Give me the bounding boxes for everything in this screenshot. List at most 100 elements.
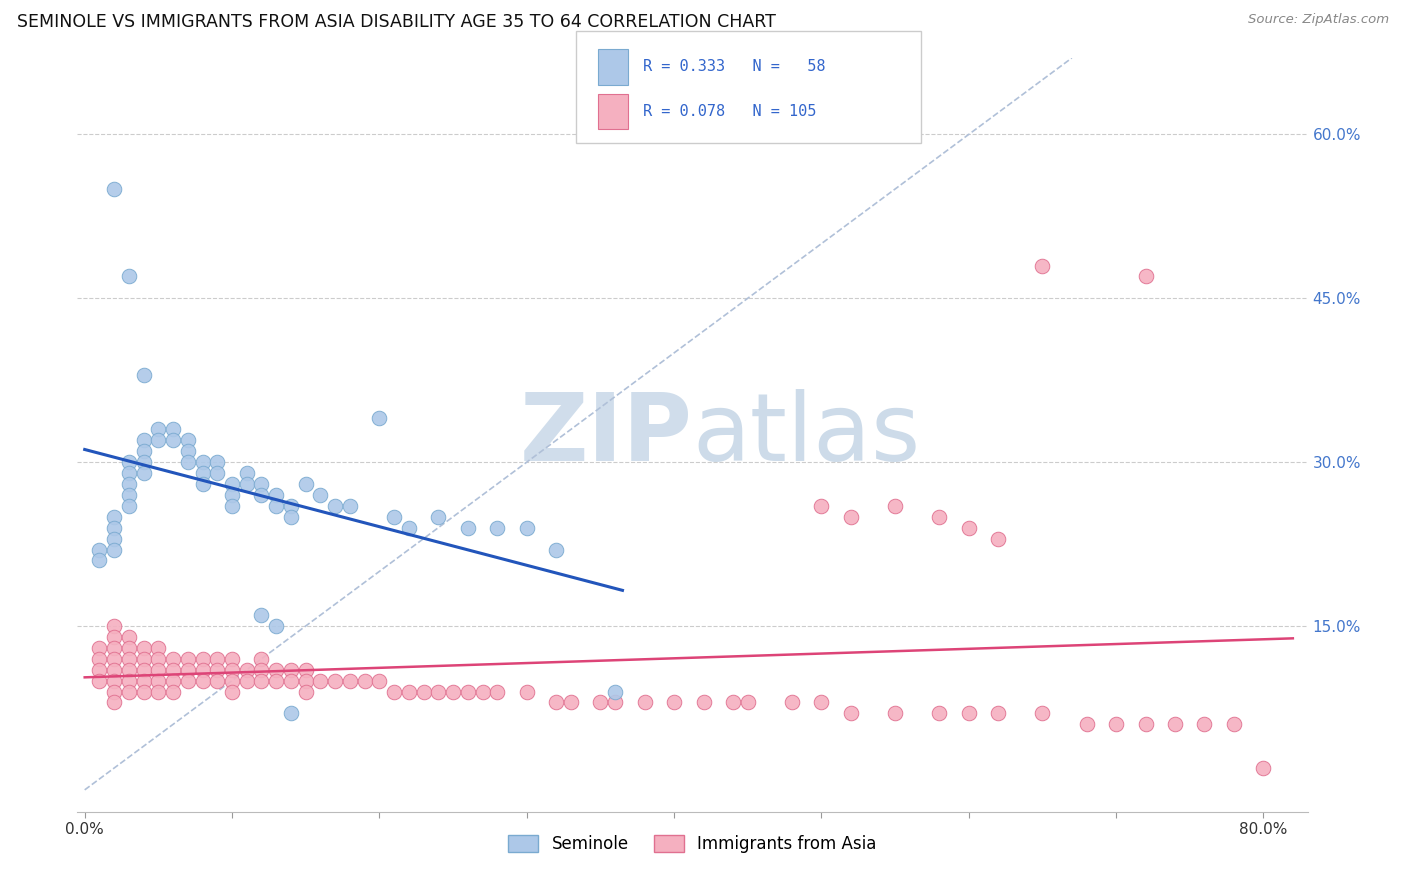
Point <box>162 673 184 688</box>
Point <box>516 684 538 698</box>
Point <box>250 477 273 491</box>
Point <box>177 652 200 666</box>
Point <box>280 509 302 524</box>
Point <box>412 684 434 698</box>
Point <box>264 619 287 633</box>
Point <box>177 444 200 458</box>
Point <box>884 499 907 513</box>
Point <box>89 553 111 567</box>
Point <box>884 706 907 721</box>
Text: ZIP: ZIP <box>520 389 693 481</box>
Point <box>957 706 980 721</box>
Point <box>264 499 287 513</box>
Point <box>1223 717 1246 731</box>
Point <box>132 663 155 677</box>
Point <box>250 652 273 666</box>
Point <box>132 368 155 382</box>
Point <box>516 521 538 535</box>
Point <box>309 488 332 502</box>
Point <box>191 663 214 677</box>
Point <box>221 663 243 677</box>
Point <box>103 684 125 698</box>
Point <box>662 696 685 710</box>
Point <box>162 663 184 677</box>
Point <box>250 663 273 677</box>
Point <box>280 499 302 513</box>
Point <box>118 630 141 644</box>
Point <box>382 509 405 524</box>
Point <box>839 509 862 524</box>
Text: R = 0.078   N = 105: R = 0.078 N = 105 <box>643 104 815 119</box>
Point <box>132 466 155 480</box>
Point <box>1031 259 1053 273</box>
Point <box>103 619 125 633</box>
Point <box>132 684 155 698</box>
Point <box>339 499 361 513</box>
Point <box>250 608 273 623</box>
Point <box>236 466 259 480</box>
Text: R = 0.333   N =   58: R = 0.333 N = 58 <box>643 60 825 74</box>
Point <box>89 542 111 557</box>
Point <box>486 684 509 698</box>
Point <box>103 182 125 196</box>
Point <box>810 696 832 710</box>
Point <box>103 652 125 666</box>
Point <box>207 466 229 480</box>
Point <box>546 696 568 710</box>
Point <box>148 422 170 436</box>
Point <box>118 652 141 666</box>
Point <box>162 652 184 666</box>
Point <box>560 696 582 710</box>
Point <box>221 477 243 491</box>
Point <box>810 499 832 513</box>
Point <box>294 673 316 688</box>
Point <box>250 673 273 688</box>
Point <box>148 673 170 688</box>
Point <box>486 521 509 535</box>
Point <box>1135 717 1157 731</box>
Point <box>221 684 243 698</box>
Point <box>721 696 744 710</box>
Point <box>280 673 302 688</box>
Point <box>280 706 302 721</box>
Point <box>162 422 184 436</box>
Point <box>118 477 141 491</box>
Point <box>118 640 141 655</box>
Point <box>103 640 125 655</box>
Point <box>250 488 273 502</box>
Point <box>1164 717 1187 731</box>
Point <box>162 684 184 698</box>
Point <box>603 684 626 698</box>
Point <box>957 521 980 535</box>
Point <box>264 673 287 688</box>
Point <box>987 532 1010 546</box>
Point <box>177 673 200 688</box>
Point <box>987 706 1010 721</box>
Point <box>221 673 243 688</box>
Point <box>294 477 316 491</box>
Point <box>207 663 229 677</box>
Point <box>118 269 141 284</box>
Point <box>148 663 170 677</box>
Legend: Seminole, Immigrants from Asia: Seminole, Immigrants from Asia <box>502 829 883 860</box>
Point <box>103 630 125 644</box>
Point <box>103 521 125 535</box>
Point <box>457 684 479 698</box>
Point <box>1135 269 1157 284</box>
Point <box>692 696 714 710</box>
Point <box>737 696 759 710</box>
Point <box>148 652 170 666</box>
Point <box>441 684 464 698</box>
Point <box>148 434 170 448</box>
Point <box>1253 761 1275 775</box>
Point <box>207 455 229 469</box>
Point <box>236 477 259 491</box>
Point <box>103 696 125 710</box>
Point <box>118 488 141 502</box>
Point <box>191 673 214 688</box>
Point <box>471 684 494 698</box>
Point <box>148 684 170 698</box>
Point <box>1076 717 1098 731</box>
Point <box>221 652 243 666</box>
Point <box>118 466 141 480</box>
